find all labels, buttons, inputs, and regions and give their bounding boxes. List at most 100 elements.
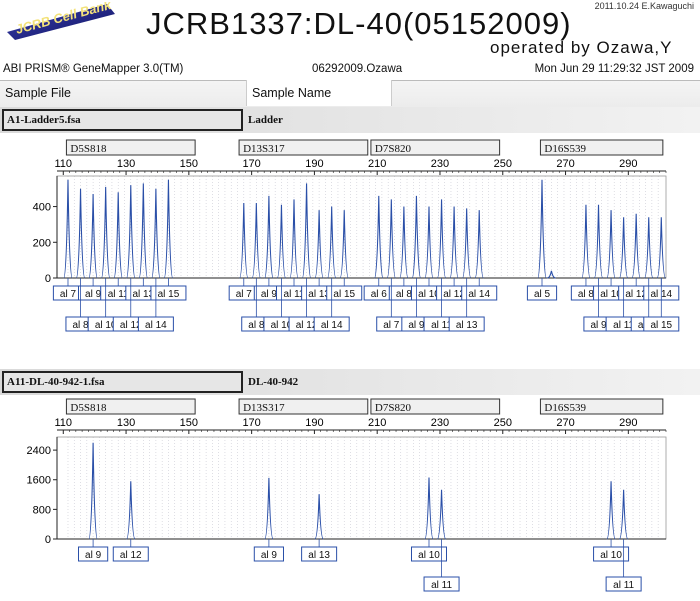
peak <box>88 194 98 279</box>
allele-label-box <box>423 576 460 592</box>
x-tick-label: 130 <box>117 158 135 170</box>
x-tick-label: 110 <box>55 158 73 170</box>
x-tick-label: 290 <box>619 158 637 170</box>
peak <box>75 188 86 279</box>
peak <box>474 210 484 279</box>
peak <box>163 179 174 279</box>
jcrb-logo: JCRB Cell Bank <box>7 2 115 40</box>
allele-label-box <box>526 285 558 301</box>
x-tick-label: 170 <box>242 417 260 429</box>
y-tick-label: 200 <box>33 237 51 249</box>
allele-label: al 14 <box>321 320 343 331</box>
allele-label: al 9 <box>85 289 102 300</box>
allele-label: al 10 <box>271 320 293 331</box>
logo-text: JCRB Cell Bank <box>14 2 114 37</box>
allele-label: al 9 <box>261 550 278 561</box>
peak <box>126 185 136 279</box>
y-tick-label: 2400 <box>27 445 51 457</box>
peak <box>581 204 591 279</box>
operator-label: operated by Ozawa,Y <box>490 38 673 57</box>
peak <box>537 179 547 279</box>
allele-label-box <box>326 285 363 301</box>
marker-bar <box>370 398 501 415</box>
plot-frame <box>56 175 667 279</box>
marker-label: D13S317 <box>243 143 285 155</box>
allele-label: al 14 <box>468 289 490 300</box>
x-tick-label: 210 <box>368 417 386 429</box>
allele-label: al 10 <box>600 289 622 300</box>
allele-label: al 11 <box>431 580 452 591</box>
x-tick-label: 250 <box>494 158 512 170</box>
allele-label: al 7 <box>60 289 77 300</box>
marker-bar <box>65 398 196 415</box>
peak <box>314 494 324 540</box>
sample-file-cell: A11-DL-40-942-1.fsa <box>2 371 243 393</box>
peak <box>606 481 616 540</box>
allele-label: al 9 <box>85 550 102 561</box>
peak <box>606 210 616 279</box>
allele-label-box <box>112 546 149 562</box>
marker-label: D7S820 <box>375 402 412 414</box>
peak <box>386 199 397 279</box>
run-date: Mon Jun 29 11:29:32 JST 2009 <box>534 63 694 75</box>
marker-label: D7S820 <box>375 143 412 155</box>
allele-label: al 12 <box>296 320 318 331</box>
peak <box>547 270 556 279</box>
peak <box>411 195 422 279</box>
allele-label-box <box>137 316 174 332</box>
allele-label: al 8 <box>396 289 413 300</box>
peak <box>399 206 409 279</box>
marker-bar <box>370 139 501 156</box>
peak <box>151 188 161 279</box>
allele-label: al 14 <box>145 320 167 331</box>
software-name: ABI PRISM® GeneMapper 3.0(TM) <box>3 63 184 75</box>
peak <box>436 489 447 540</box>
marker-label: D16S539 <box>544 143 586 155</box>
allele-label: al 10 <box>600 550 622 561</box>
allele-label: al 7 <box>383 320 400 331</box>
allele-label-box <box>78 546 109 562</box>
sample-name-header: Sample Name <box>246 80 392 106</box>
sample-row: A1-Ladder5.fsa Ladder <box>0 107 700 133</box>
allele-label-box <box>150 285 187 301</box>
date-stamp: 2011.10.24 E.Kawaguchi <box>594 1 694 11</box>
peak <box>631 213 641 279</box>
plot-frame <box>56 436 667 540</box>
marker-label: D5S818 <box>70 143 107 155</box>
allele-label: al 5 <box>534 289 551 300</box>
marker-bar <box>539 139 664 156</box>
electropherogram-sample: D5S818 D13S317 D7S820 D16S539 110 130 150 170 19… <box>27 398 667 592</box>
peak <box>301 183 312 279</box>
y-tick-label: 1600 <box>27 475 51 487</box>
electropherogram-ladder: D5S818 D13S317 D7S820 D16S539 110 130 150 170 19… <box>33 139 680 332</box>
peak <box>461 208 472 279</box>
allele-label: al 13 <box>308 550 330 561</box>
sample-name-cell: Ladder <box>248 114 283 126</box>
allele-label: al 11 <box>613 320 634 331</box>
peak <box>339 210 349 279</box>
peak <box>88 442 98 540</box>
allele-label-box <box>448 316 485 332</box>
x-tick-label: 290 <box>619 417 637 429</box>
peak <box>643 217 654 279</box>
peak <box>424 477 434 540</box>
marker-label: D5S818 <box>70 402 107 414</box>
allele-label: al 8 <box>578 289 595 300</box>
allele-label: al 6 <box>371 289 388 300</box>
allele-label-box <box>253 546 284 562</box>
x-tick-label: 130 <box>117 417 135 429</box>
x-tick-label: 230 <box>431 417 449 429</box>
x-tick-label: 190 <box>305 158 323 170</box>
page-title: JCRB1337:DL-40(05152009) <box>146 6 572 41</box>
peak <box>276 204 287 279</box>
peak <box>126 481 136 540</box>
x-tick-label: 210 <box>368 158 386 170</box>
peak <box>314 210 324 279</box>
allele-label-box <box>301 546 338 562</box>
marker-bar <box>539 398 664 415</box>
peak <box>138 183 149 279</box>
marker-bar <box>65 139 196 156</box>
x-tick-label: 270 <box>556 417 574 429</box>
peak <box>239 202 249 279</box>
sample-row: A11-DL-40-942-1.fsa DL-40-942 <box>0 369 700 395</box>
